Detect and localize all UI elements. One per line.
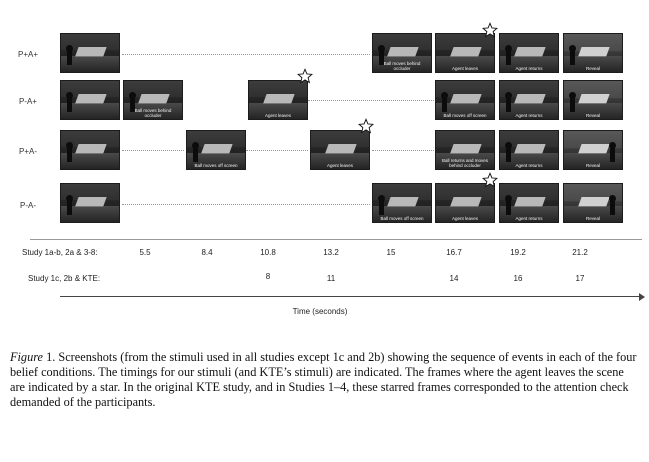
frame-caption: Reveal: [585, 113, 600, 118]
tick-label: 16.7: [446, 248, 462, 257]
timeline-dots: [122, 204, 370, 205]
frame-caption: Ball returns and moves behind occluder: [441, 158, 489, 168]
frame-caption: Agent leaves: [451, 66, 479, 71]
frame-reveal: Reveal: [563, 130, 623, 170]
frame-start: [60, 33, 120, 73]
frame-reveal: Reveal: [563, 33, 623, 73]
frame-ball-off-screen: Ball moves off screen: [372, 183, 432, 223]
separator-line: [30, 239, 642, 240]
star-icon: [358, 118, 374, 134]
frame-caption: Ball moves off screen: [380, 216, 424, 221]
condition-label-p-minus-a-minus: P-A-: [20, 201, 36, 210]
tick-label: 17: [575, 274, 585, 283]
frame-caption: Ball moves behind occluder: [383, 61, 421, 71]
frame-ball-off-screen: Ball moves off screen: [435, 80, 495, 120]
tick-label: 8.4: [201, 248, 213, 257]
tick-label: 11: [326, 274, 336, 283]
frame-start: [60, 183, 120, 223]
figure-caption: Figure 1. Screenshots (from the stimuli …: [10, 350, 638, 410]
star-icon: [297, 68, 313, 84]
frame-start: [60, 130, 120, 170]
caption-text: 1. Screenshots (from the stimuli used in…: [10, 350, 637, 409]
timeline-dots: [246, 150, 308, 151]
timeline-dots: [122, 54, 370, 55]
condition-label-p-plus-a-minus: P+A-: [18, 147, 37, 156]
frame-ball-off-screen: Ball moves off screen: [186, 130, 246, 170]
frame-caption: Agent returns: [515, 163, 543, 168]
tick-label: 21.2: [572, 248, 588, 257]
frame-caption: Ball moves off screen: [443, 113, 487, 118]
condition-label-p-minus-a-plus: P-A+: [18, 97, 37, 106]
frame-agent-leaves: Agent leaves: [435, 33, 495, 73]
frame-ball-behind-occluder: Ball moves behind occluder: [372, 33, 432, 73]
frame-caption: Agent leaves: [451, 216, 479, 221]
frame-caption: Agent returns: [515, 113, 543, 118]
frame-ball-returns: Ball returns and moves behind occluder: [435, 130, 495, 170]
star-icon: [482, 22, 498, 38]
condition-label-p-plus-a-plus: P+A+: [17, 50, 38, 59]
tick-label: 15: [386, 248, 396, 257]
frame-agent-returns: Agent returns: [499, 33, 559, 73]
tick-label: 16: [513, 274, 523, 283]
tick-label: 5.5: [139, 248, 151, 257]
timeline-dots: [122, 150, 184, 151]
axis-title: Time (seconds): [292, 307, 348, 316]
frame-agent-leaves: Agent leaves: [435, 183, 495, 223]
frame-caption: Agent leaves: [326, 163, 354, 168]
frame-caption: Ball moves off screen: [194, 163, 238, 168]
tick-label: 8: [265, 272, 271, 281]
figure-label: Figure: [10, 350, 44, 364]
frame-reveal: Reveal: [563, 80, 623, 120]
timeline-row2-label: Study 1c, 2b & KTE:: [28, 274, 101, 283]
frame-agent-returns: Agent returns: [499, 130, 559, 170]
frame-agent-leaves: Agent leaves: [248, 80, 308, 120]
frame-agent-leaves: Agent leaves: [310, 130, 370, 170]
time-axis: [60, 296, 642, 297]
tick-label: 13.2: [323, 248, 339, 257]
frame-caption: Agent returns: [515, 216, 543, 221]
frame-reveal: Reveal: [563, 183, 623, 223]
frame-agent-returns: Agent returns: [499, 183, 559, 223]
timeline-row1-label: Study 1a-b, 2a & 3-8:: [22, 248, 98, 257]
frame-caption: Agent leaves: [264, 113, 292, 118]
frame-start: [60, 80, 120, 120]
tick-label: 10.8: [260, 248, 276, 257]
frame-caption: Reveal: [585, 163, 600, 168]
arrow-right-icon: [639, 293, 645, 301]
frame-caption: Ball moves behind occluder: [134, 108, 172, 118]
timeline-dots: [372, 150, 434, 151]
tick-label: 19.2: [510, 248, 526, 257]
tick-label: 14: [449, 274, 459, 283]
frame-caption: Reveal: [585, 66, 600, 71]
frame-caption: Agent returns: [515, 66, 543, 71]
star-icon: [482, 172, 498, 188]
timeline-dots: [308, 100, 434, 101]
frame-ball-behind-occluder: Ball moves behind occluder: [123, 80, 183, 120]
frame-caption: Reveal: [585, 216, 600, 221]
frame-agent-returns: Agent returns: [499, 80, 559, 120]
